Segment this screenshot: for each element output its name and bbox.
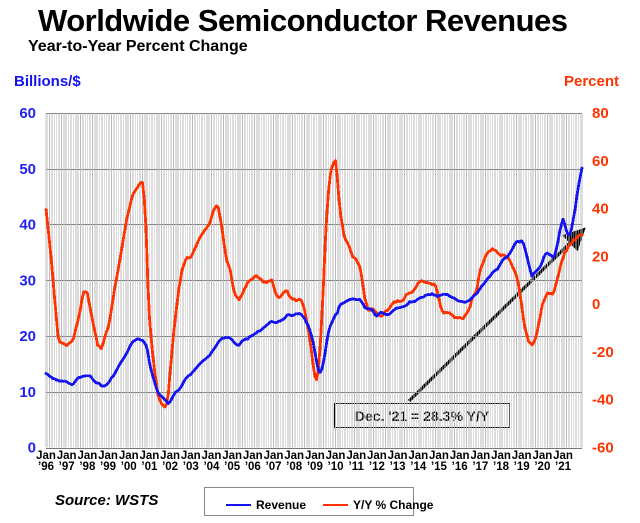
svg-text:’10: ’10 (328, 461, 344, 473)
svg-text:80: 80 (592, 105, 609, 122)
svg-text:’20: ’20 (534, 461, 550, 473)
svg-text:’96: ’96 (38, 461, 54, 473)
svg-text:’97: ’97 (59, 461, 75, 473)
svg-text:’99: ’99 (100, 461, 116, 473)
svg-text:0: 0 (28, 440, 36, 457)
svg-text:’02: ’02 (162, 461, 178, 473)
svg-text:40: 40 (592, 201, 609, 218)
svg-text:’00: ’00 (121, 461, 137, 473)
svg-text:’19: ’19 (514, 461, 530, 473)
svg-text:’17: ’17 (472, 461, 488, 473)
svg-text:60: 60 (592, 153, 609, 170)
svg-text:’21: ’21 (555, 461, 572, 473)
svg-text:’06: ’06 (245, 461, 261, 473)
svg-text:40: 40 (19, 217, 36, 234)
svg-text:-60: -60 (592, 440, 614, 457)
svg-text:60: 60 (19, 105, 36, 122)
svg-text:’09: ’09 (307, 461, 323, 473)
svg-text:’08: ’08 (286, 461, 303, 473)
svg-text:’07: ’07 (266, 461, 282, 473)
svg-text:50: 50 (19, 161, 36, 178)
svg-text:’13: ’13 (390, 461, 406, 473)
svg-text:30: 30 (19, 272, 36, 289)
svg-text:’98: ’98 (79, 461, 96, 473)
svg-text:20: 20 (19, 328, 36, 345)
svg-text:’16: ’16 (452, 461, 468, 473)
svg-text:-20: -20 (592, 344, 614, 361)
svg-text:’01: ’01 (141, 461, 158, 473)
svg-text:0: 0 (592, 296, 600, 313)
svg-text:’11: ’11 (349, 461, 365, 473)
svg-text:’05: ’05 (224, 461, 241, 473)
svg-text:’03: ’03 (183, 461, 199, 473)
svg-text:’12: ’12 (369, 461, 385, 473)
svg-text:-40: -40 (592, 392, 614, 409)
svg-text:’18: ’18 (493, 461, 510, 473)
svg-text:’04: ’04 (203, 461, 220, 473)
svg-text:10: 10 (19, 384, 36, 401)
svg-text:20: 20 (592, 248, 609, 265)
svg-text:’14: ’14 (410, 461, 427, 473)
svg-text:’15: ’15 (431, 461, 448, 473)
